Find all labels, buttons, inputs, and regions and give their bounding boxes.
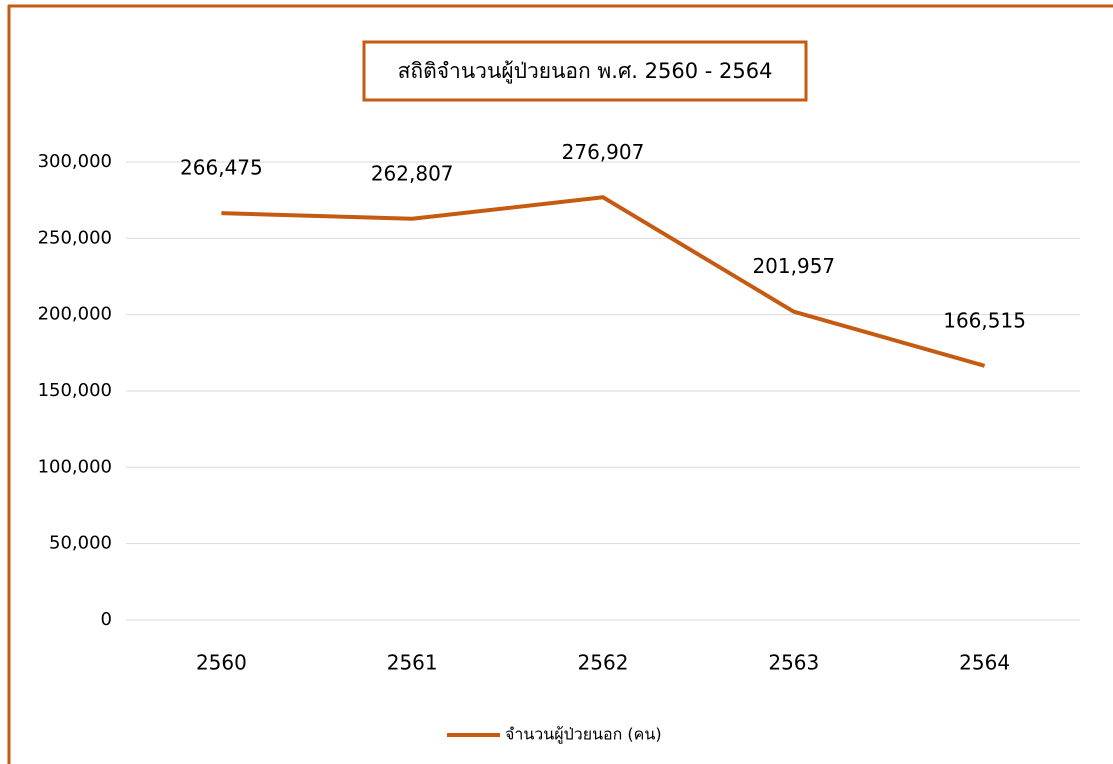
data-label: 276,907 xyxy=(562,140,645,164)
chart-title: สถิติจำนวนผู้ป่วยนอก พ.ศ. 2560 - 2564 xyxy=(398,59,773,84)
data-label: 262,807 xyxy=(371,161,454,185)
data-label: 266,475 xyxy=(180,156,263,180)
y-tick-label: 200,000 xyxy=(38,304,112,325)
y-tick-label: 150,000 xyxy=(38,380,112,401)
y-tick-label: 100,000 xyxy=(38,456,112,477)
data-label: 166,515 xyxy=(943,308,1026,332)
data-label: 201,957 xyxy=(752,254,835,278)
y-tick-label: 300,000 xyxy=(38,151,112,172)
x-tick-label: 2563 xyxy=(768,651,819,675)
x-tick-label: 2562 xyxy=(578,651,629,675)
y-tick-label: 250,000 xyxy=(38,227,112,248)
x-tick-label: 2564 xyxy=(959,651,1010,675)
x-tick-label: 2561 xyxy=(387,651,438,675)
legend-label: จำนวนผู้ป่วยนอก (คน) xyxy=(505,725,662,745)
title-box xyxy=(362,40,808,102)
line-series xyxy=(221,195,986,368)
x-tick-label: 2560 xyxy=(196,651,247,675)
y-tick-label: 0 xyxy=(101,609,112,630)
y-tick-label: 50,000 xyxy=(49,533,112,554)
